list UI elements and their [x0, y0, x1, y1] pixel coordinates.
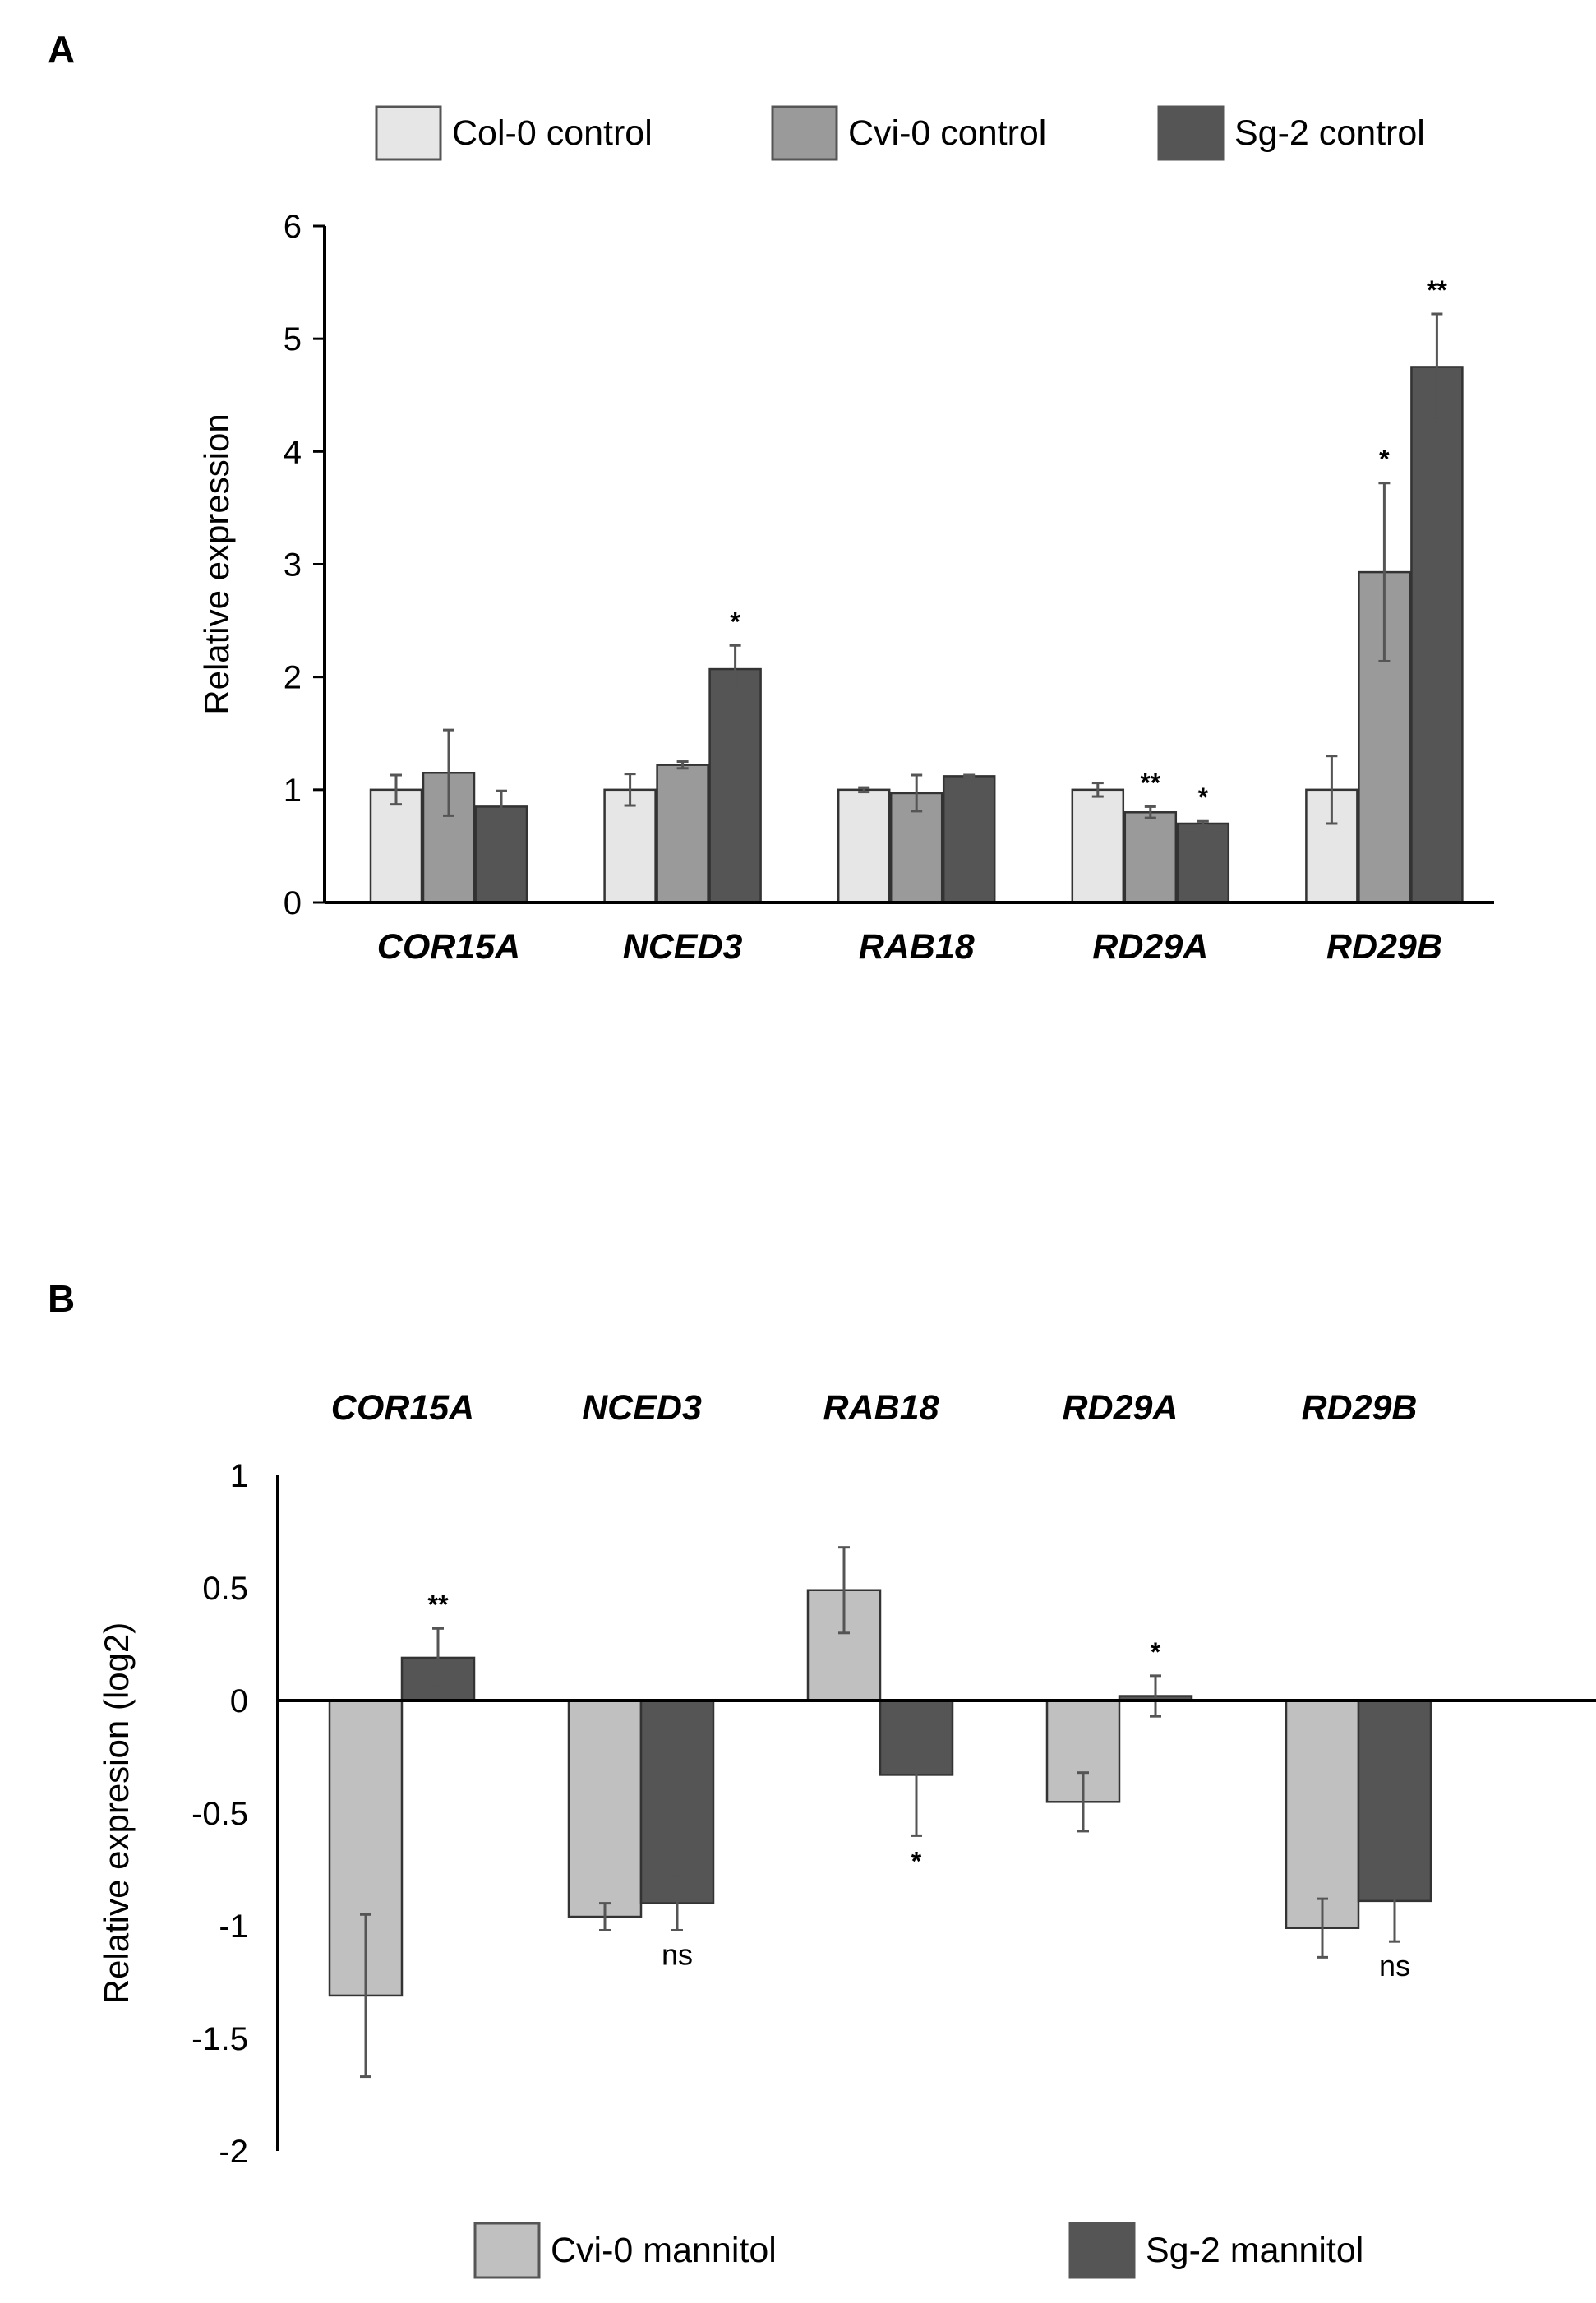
category-label-rd29a: RD29A — [1063, 1388, 1179, 1428]
significance-mark: ns — [1379, 1949, 1410, 1982]
y-tick-label: 6 — [284, 209, 302, 245]
y-axis-title: Relative expresion (log2) — [97, 1622, 136, 2005]
category-label-nced3: NCED3 — [623, 927, 743, 967]
significance-mark: ** — [428, 1590, 449, 1619]
significance-mark: ** — [1140, 768, 1160, 797]
category-label-rab18: RAB18 — [859, 927, 975, 967]
legend-swatch-col-0-control — [375, 105, 442, 161]
category-label-cor15a: COR15A — [331, 1388, 474, 1428]
significance-mark: * — [1198, 782, 1209, 812]
bar-nced3-sg-2-mannitol — [639, 1699, 715, 1904]
bar-nced3-cvi-0-control — [656, 764, 709, 904]
y-tick-label: 1 — [230, 1458, 248, 1494]
significance-mark: ns — [662, 1937, 693, 1971]
category-label-rd29b: RD29B — [1302, 1388, 1418, 1428]
bar-rd29b-sg-2-control — [1410, 366, 1464, 904]
significance-mark: * — [730, 607, 740, 636]
significance-mark: * — [1379, 445, 1390, 474]
legend-label-cvi-0-mannitol: Cvi-0 mannitol — [551, 2231, 777, 2270]
y-tick-label: -1.5 — [191, 2021, 248, 2057]
legend-label-sg-2-control: Sg-2 control — [1234, 113, 1425, 153]
y-tick-label: -1 — [219, 1908, 248, 1945]
chart-a: Col-0 control Cvi-0 control Sg-2 control 0 1… — [197, 105, 1494, 967]
y-tick-label: -2 — [219, 2134, 248, 2170]
y-tick-label: 5 — [284, 321, 302, 358]
y-tick-label: 4 — [284, 434, 302, 470]
legend-swatch-cvi-0-control — [771, 105, 838, 161]
bar-cor15a-col-0-control — [369, 788, 423, 904]
bar-rab18-sg-2-control — [942, 775, 996, 904]
bar-rd29a-col-0-control — [1071, 788, 1125, 904]
significance-mark: ** — [1427, 275, 1447, 305]
legend-swatch-sg-2-mannitol — [1068, 2222, 1136, 2279]
bar-rd29a-sg-2-control — [1176, 822, 1230, 904]
category-label-cor15a: COR15A — [377, 927, 520, 967]
bar-rd29a-cvi-0-control — [1123, 811, 1178, 904]
y-tick-label: 0 — [284, 885, 302, 921]
y-axis-title: Relative expression — [197, 413, 236, 715]
category-label-rd29b: RD29B — [1326, 927, 1442, 967]
bar-rd29b-cvi-0-mannitol — [1285, 1699, 1360, 1929]
category-label-nced3: NCED3 — [582, 1388, 702, 1428]
panel-b-label: B — [48, 1277, 75, 1320]
legend-swatch-cvi-0-mannitol — [473, 2222, 541, 2279]
y-tick-label: 3 — [284, 547, 302, 584]
legend-label-col-0-control: Col-0 control — [452, 113, 653, 153]
y-tick-label: 0.5 — [202, 1571, 248, 1607]
panel-a-label: A — [48, 28, 75, 71]
category-label-rd29a: RD29A — [1092, 927, 1208, 967]
chart-b: COR15A NCED3 RAB18 RD29A RD29B -2 -1.5 -1 -0.5 0 0… — [97, 1388, 1596, 2279]
y-tick-label: 2 — [284, 660, 302, 696]
legend-swatch-sg-2-control — [1157, 105, 1225, 161]
legend-label-sg-2-mannitol: Sg-2 mannitol — [1146, 2231, 1363, 2270]
significance-mark: * — [1151, 1637, 1161, 1667]
category-label-rab18: RAB18 — [823, 1388, 939, 1428]
significance-mark: * — [911, 1846, 922, 1876]
bar-nced3-cvi-0-mannitol — [567, 1699, 643, 1918]
y-tick-label: -0.5 — [191, 1796, 248, 1832]
bar-nced3-sg-2-control — [708, 667, 762, 904]
y-tick-label: 0 — [230, 1683, 248, 1719]
bar-rab18-col-0-control — [837, 788, 891, 904]
y-tick-label: 1 — [284, 773, 302, 809]
legend-label-cvi-0-control: Cvi-0 control — [848, 113, 1046, 153]
